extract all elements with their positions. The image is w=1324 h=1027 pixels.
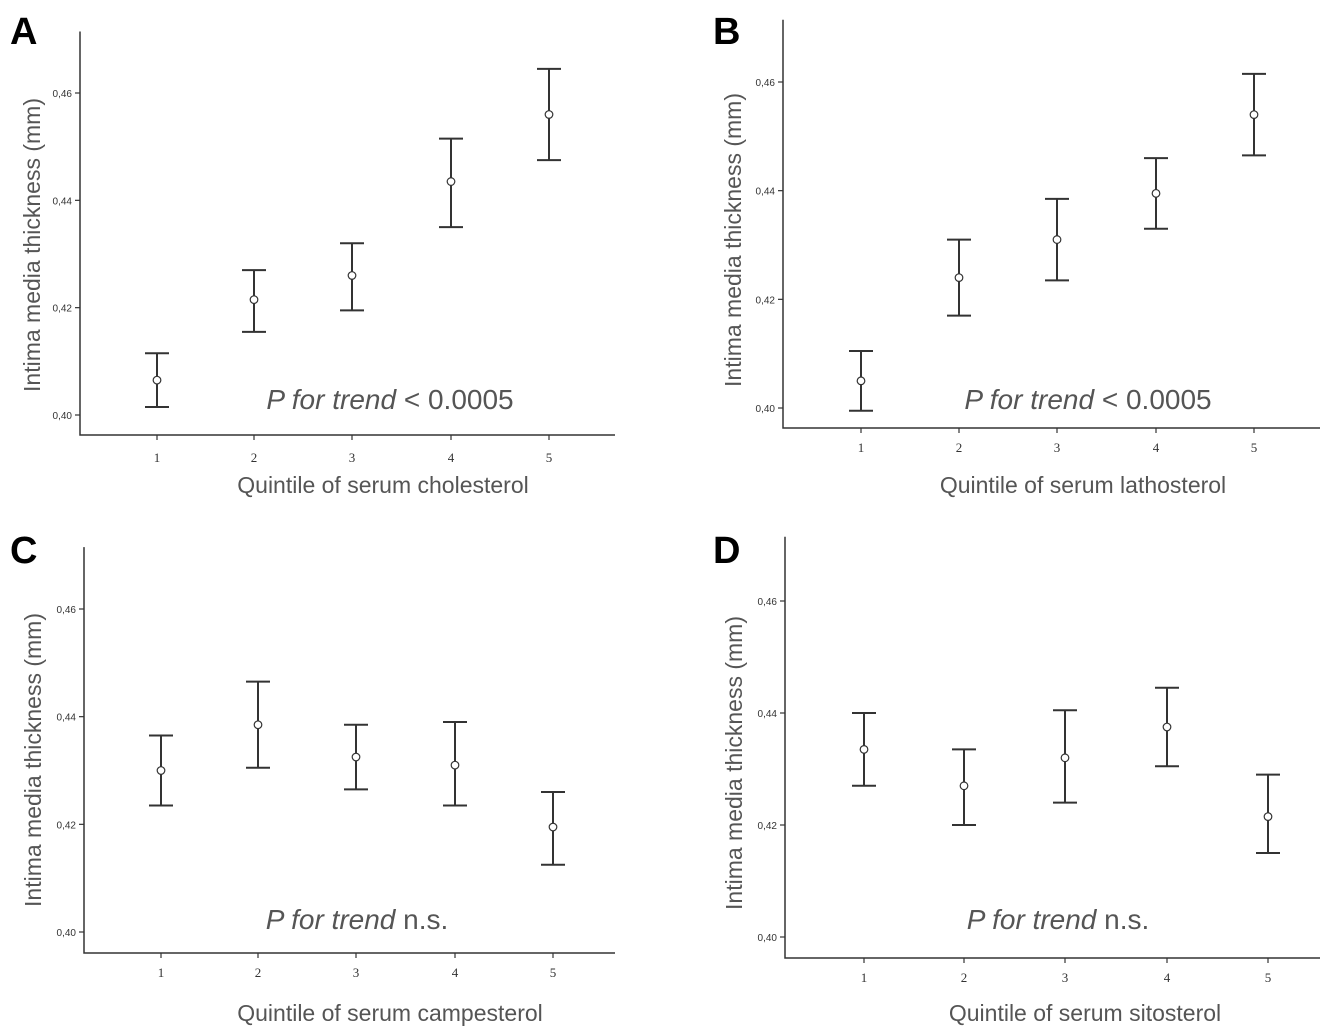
mean-point (1263, 812, 1273, 821)
x-tick-label: 2 (956, 440, 963, 455)
mean-point (548, 822, 558, 832)
y-tick-label: 0,46 (756, 78, 776, 89)
y-axis-title: Intima media thickness (mm) (20, 613, 46, 907)
y-tick-label: 0,40 (57, 928, 77, 939)
trend-annotation-value: n.s. (395, 904, 448, 935)
x-axis-title: Quintile of serum cholesterol (237, 472, 528, 498)
y-tick-label: 0,42 (758, 821, 778, 832)
trend-annotation-italic: P for trend (266, 384, 397, 415)
trend-annotation: P for trend n.s. (967, 904, 1150, 935)
x-axis-title: Quintile of serum lathosterol (940, 472, 1226, 498)
mean-point (544, 110, 554, 119)
y-tick-label: 0,42 (57, 820, 77, 831)
trend-annotation-value: n.s. (1096, 904, 1149, 935)
mean-point (859, 745, 869, 754)
trend-annotation-italic: P for trend (964, 384, 1095, 415)
axes (782, 19, 1320, 429)
x-tick-label: 4 (1153, 440, 1160, 455)
x-tick-label: 2 (961, 970, 968, 985)
x-axis-title: Quintile of serum campesterol (237, 1000, 543, 1026)
x-tick-label: 5 (1265, 970, 1272, 985)
x-tick-label: 2 (255, 965, 262, 980)
trend-annotation-italic: P for trend (967, 904, 1098, 935)
trend-annotation: P for trend < 0.0005 (266, 384, 513, 415)
x-tick-label: 1 (154, 450, 161, 465)
panel-d: D 0,40 0,42 0,44 0,46 1 2 3 4 5 Quintile of serum … (713, 530, 1320, 1026)
panel-letter: B (713, 11, 740, 53)
panel-letter: A (10, 11, 37, 53)
x-axis-title: Quintile of serum sitosterol (949, 1000, 1221, 1026)
x-tick-label: 4 (452, 965, 459, 980)
x-tick-label: 4 (448, 450, 455, 465)
mean-point (856, 376, 866, 386)
mean-point (351, 752, 361, 762)
axes (79, 31, 615, 436)
y-tick-label: 0,40 (53, 411, 73, 422)
y-axis-title: Intima media thickness (mm) (721, 616, 747, 910)
mean-point (152, 375, 162, 385)
panel-b: B 0,40 0,42 0,44 0,46 1 2 3 4 5 Quintile of serum … (713, 11, 1320, 498)
y-tick-label: 0,46 (57, 605, 77, 616)
mean-point (1060, 753, 1070, 763)
trend-annotation-value: < 0.0005 (396, 384, 514, 415)
mean-point (156, 766, 166, 775)
x-tick-label: 5 (1251, 440, 1258, 455)
mean-point (954, 273, 964, 283)
x-tick-label: 5 (546, 450, 553, 465)
mean-point (446, 177, 456, 186)
y-tick-label: 0,44 (57, 713, 77, 724)
mean-point (249, 295, 259, 305)
y-axis-title: Intima media thickness (mm) (720, 93, 746, 387)
y-tick-label: 0,42 (756, 295, 776, 306)
y-tick-label: 0,44 (53, 196, 73, 207)
axes (784, 536, 1320, 959)
x-tick-label: 3 (349, 450, 356, 465)
x-tick-label: 5 (550, 965, 557, 980)
mean-point (959, 781, 969, 791)
mean-point (347, 271, 357, 280)
y-tick-label: 0,44 (758, 709, 778, 720)
y-tick-label: 0,46 (758, 597, 778, 608)
y-tick-label: 0,44 (756, 187, 776, 198)
trend-annotation-italic: P for trend (266, 904, 397, 935)
panel-letter: D (713, 530, 740, 572)
x-tick-label: 2 (251, 450, 258, 465)
trend-annotation: P for trend n.s. (266, 904, 449, 935)
mean-point (253, 720, 263, 730)
mean-point (1249, 110, 1259, 119)
x-tick-label: 3 (1062, 970, 1069, 985)
x-tick-label: 1 (858, 440, 865, 455)
panel-a: A 0,40 0,42 0,44 0,46 1 2 3 4 5 Quintile of serum … (10, 11, 615, 498)
x-tick-label: 1 (158, 965, 165, 980)
x-tick-label: 1 (861, 970, 868, 985)
x-tick-label: 4 (1164, 970, 1171, 985)
mean-point (1151, 188, 1161, 198)
y-tick-label: 0,40 (756, 404, 776, 415)
y-tick-label: 0,42 (53, 304, 73, 315)
mean-point (450, 760, 460, 770)
axes (83, 547, 615, 954)
y-axis-title: Intima media thickness (mm) (19, 98, 45, 392)
x-tick-label: 3 (353, 965, 360, 980)
mean-point (1162, 722, 1172, 732)
y-tick-label: 0,46 (53, 89, 73, 100)
panel-letter: C (10, 530, 37, 572)
trend-annotation-value: < 0.0005 (1094, 384, 1212, 415)
x-tick-label: 3 (1054, 440, 1061, 455)
mean-point (1052, 235, 1062, 244)
panel-c: C 0,40 0,42 0,44 0,46 1 2 3 4 5 Quintile of serum … (10, 530, 615, 1026)
y-tick-label: 0,40 (758, 933, 778, 944)
trend-annotation: P for trend < 0.0005 (964, 384, 1211, 415)
